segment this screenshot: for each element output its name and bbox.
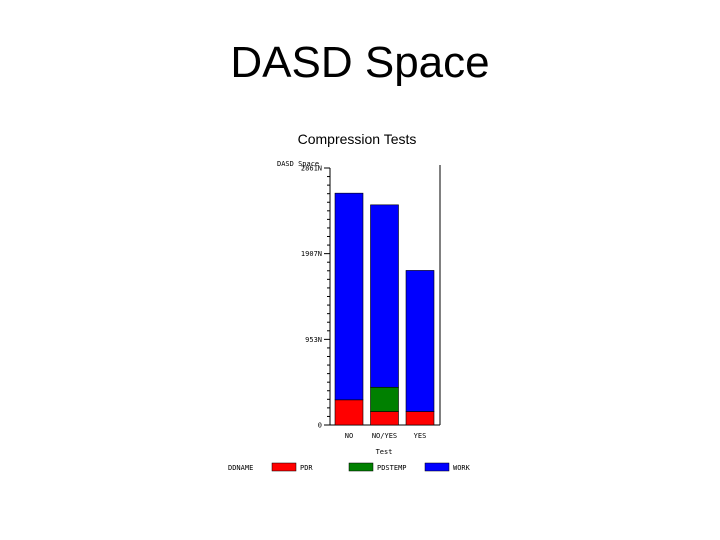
legend-swatch-pdr (271, 462, 297, 472)
x-tick-label: NO/YES (372, 432, 397, 440)
y-axis-ticks: 0 953N 1907N 2861N (301, 165, 330, 430)
chart-title: Compression Tests (298, 131, 417, 147)
bar-pdr-no (334, 399, 364, 426)
x-tick-label: YES (414, 432, 427, 440)
bar-pdr-yes (405, 411, 435, 426)
x-tick-label: NO (345, 432, 353, 440)
legend-swatch-work (424, 462, 450, 472)
bar-pdr-no-yes (370, 411, 399, 426)
legend-entry-pdstemp: PDSTEMP (377, 464, 407, 472)
bar-work-no-yes (370, 204, 399, 388)
legend-label: DDNAME (228, 464, 253, 472)
bar-pdstemp-no-yes (370, 386, 399, 412)
y-tick-label: 0 (318, 422, 322, 430)
bar-work-no (334, 192, 364, 401)
legend-entry-pdr: PDR (300, 464, 313, 472)
y-tick-label: 953N (305, 336, 322, 344)
y-tick-label: 2861N (301, 165, 322, 173)
bar-work-yes (405, 270, 435, 412)
y-tick-label: 1907N (301, 250, 322, 258)
y-axis-label: DASD Space (277, 160, 319, 168)
x-axis-label: Test (376, 448, 393, 456)
slide-title: DASD Space (230, 38, 490, 87)
bars-group (334, 192, 435, 426)
x-tick-labels: NO NO/YES YES (345, 432, 427, 440)
legend: DDNAME PDR PDSTEMP WORK (228, 462, 471, 472)
legend-entry-work: WORK (453, 464, 471, 472)
legend-swatch-pdstemp (348, 462, 374, 472)
